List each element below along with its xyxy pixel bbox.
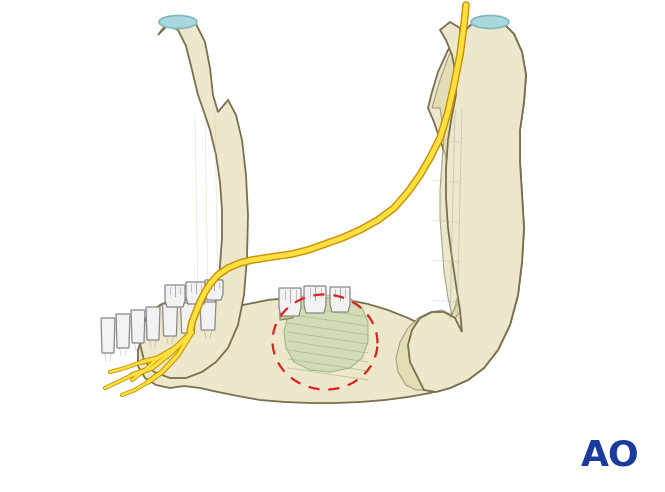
Polygon shape xyxy=(280,297,293,320)
Polygon shape xyxy=(205,280,223,300)
Polygon shape xyxy=(186,282,206,304)
Polygon shape xyxy=(101,318,115,353)
Polygon shape xyxy=(146,307,160,340)
Polygon shape xyxy=(408,18,526,392)
Polygon shape xyxy=(279,288,301,316)
Polygon shape xyxy=(165,285,185,307)
Polygon shape xyxy=(180,303,196,333)
Polygon shape xyxy=(116,314,130,348)
Polygon shape xyxy=(162,304,178,336)
Polygon shape xyxy=(284,295,368,372)
Ellipse shape xyxy=(471,16,509,29)
Polygon shape xyxy=(140,18,248,378)
Polygon shape xyxy=(200,302,216,330)
Polygon shape xyxy=(131,310,145,343)
Polygon shape xyxy=(138,18,526,403)
Text: AO: AO xyxy=(581,438,639,472)
Polygon shape xyxy=(304,286,326,313)
Polygon shape xyxy=(330,287,350,312)
Ellipse shape xyxy=(159,16,197,29)
Polygon shape xyxy=(396,30,460,390)
